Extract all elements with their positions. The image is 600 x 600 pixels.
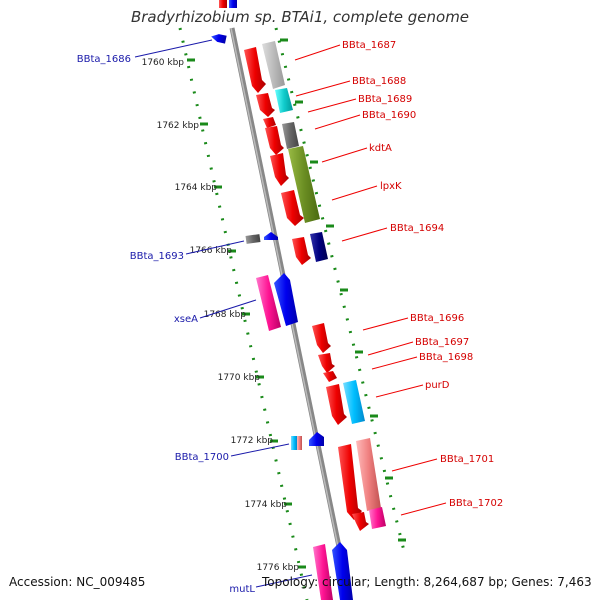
kbp-tick-marks — [187, 58, 306, 569]
gene-bbta-1700-salmon[interactable] — [297, 436, 302, 450]
gene-bbta-1700-sky[interactable] — [291, 436, 297, 450]
gene-label[interactable]: BBta_1688 — [352, 76, 406, 87]
gene-label[interactable]: BBta_1689 — [358, 94, 412, 105]
gene-bbta-1694-red[interactable] — [292, 237, 311, 265]
gene-bbta-1698-red[interactable] — [323, 371, 337, 382]
gene-mutl-arrow[interactable] — [332, 542, 353, 600]
gene-label[interactable]: BBta_1702 — [449, 498, 503, 509]
gene-label[interactable]: xseA — [174, 314, 198, 325]
tick-label: 1766 kbp — [190, 246, 233, 256]
gene-lpxk-red[interactable] — [281, 190, 304, 226]
gene-bbta-1690-red[interactable] — [265, 126, 284, 155]
gene-bbta-1688-cyan[interactable] — [275, 88, 293, 113]
kbp-tick-labels: 1760 kbp 1762 kbp 1764 kbp 1766 kbp 1768… — [142, 58, 300, 573]
gene-label[interactable]: purD — [425, 380, 450, 391]
gene-bbta-1686-arrow[interactable] — [210, 33, 227, 44]
gene-label[interactable]: BBta_1697 — [415, 337, 469, 348]
gene-label[interactable]: mutL — [229, 584, 255, 595]
gene-label[interactable]: BBta_1696 — [410, 313, 464, 324]
reverse-leader-lines — [134, 39, 313, 588]
gene-bbta-1687-grey[interactable] — [262, 41, 285, 89]
gene-xsea-pink[interactable] — [256, 275, 281, 331]
forward-gene-labels: BBta_1687 BBta_1688 BBta_1689 BBta_1690 … — [342, 40, 503, 509]
forward-leader-lines — [294, 44, 447, 516]
gene-label[interactable]: lpxK — [380, 181, 402, 192]
gene-bbta-1690-dark[interactable] — [282, 122, 299, 149]
gene-bbta-1697-red[interactable] — [318, 353, 335, 373]
gene-bbta-1702-pink[interactable] — [369, 507, 386, 529]
gene-lpxk-olive[interactable] — [288, 146, 320, 223]
feature-top-red[interactable] — [219, 0, 227, 8]
map-title: Bradyrhizobium sp. BTAi1, complete genom… — [130, 8, 470, 26]
gene-label[interactable]: BBta_1700 — [175, 452, 229, 463]
tick-label: 1774 kbp — [245, 500, 288, 510]
gene-bbta-1689-red[interactable] — [263, 117, 276, 128]
gene-purd-red[interactable] — [326, 384, 347, 425]
reverse-strand-features[interactable] — [210, 0, 353, 600]
gene-mutl-pink[interactable] — [313, 544, 333, 600]
gene-label[interactable]: kdtA — [369, 143, 392, 154]
tick-label: 1768 kbp — [204, 310, 247, 320]
tick-label: 1776 kbp — [257, 563, 300, 573]
tick-label: 1772 kbp — [231, 436, 274, 446]
gene-label[interactable]: BBta_1698 — [419, 352, 473, 363]
gene-bbta-1688-red[interactable] — [256, 93, 275, 117]
gene-bbta-1700-arrow[interactable] — [309, 432, 324, 446]
gene-bbta-1702-red[interactable] — [352, 512, 369, 531]
forward-strand-features[interactable] — [244, 41, 386, 531]
gene-kdta-red[interactable] — [270, 153, 289, 186]
genome-summary-text: Topology: circular; Length: 8,264,687 bp… — [262, 575, 592, 589]
gene-bbta-1694-navy[interactable] — [310, 232, 328, 262]
gene-label[interactable]: BBta_1687 — [342, 40, 396, 51]
tick-label: 1762 kbp — [157, 121, 200, 131]
gene-bbta-1687-red[interactable] — [244, 47, 266, 93]
gene-label[interactable]: BBta_1701 — [440, 454, 494, 465]
gene-bbta-1693-arrow[interactable] — [264, 232, 278, 240]
gene-bbta-1701-salmon[interactable] — [356, 438, 381, 511]
gene-label[interactable]: BBta_1693 — [130, 251, 184, 262]
right-tick-marks — [280, 38, 406, 542]
gene-bbta-1693-block[interactable] — [245, 234, 261, 244]
feature-top-blue[interactable] — [229, 0, 237, 8]
gene-label[interactable]: BBta_1686 — [77, 54, 131, 65]
tick-label: 1764 kbp — [175, 183, 218, 193]
accession-text: Accession: NC_009485 — [9, 575, 146, 589]
gene-label[interactable]: BBta_1690 — [362, 110, 416, 121]
gene-label[interactable]: BBta_1694 — [390, 223, 444, 234]
tick-label: 1760 kbp — [142, 58, 185, 68]
gene-bbta-1701-red[interactable] — [338, 444, 362, 520]
gene-bbta-1696-red[interactable] — [312, 323, 331, 353]
tick-label: 1770 kbp — [218, 373, 261, 383]
reverse-gene-labels: BBta_1686 BBta_1693 xseA BBta_1700 mutL — [77, 54, 256, 595]
gene-purd-sky[interactable] — [343, 380, 365, 424]
gene-xsea-arrow[interactable] — [274, 273, 298, 326]
